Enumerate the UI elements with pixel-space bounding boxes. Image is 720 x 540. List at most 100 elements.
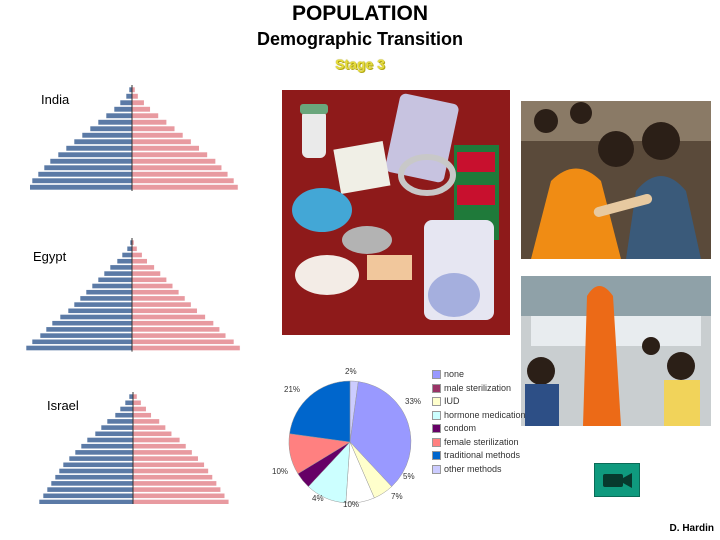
female-bar — [131, 276, 167, 283]
female-bar — [131, 171, 229, 178]
female-bar — [132, 492, 226, 499]
male-bar — [100, 424, 134, 431]
female-bar — [132, 499, 230, 504]
female-bar — [131, 326, 221, 333]
male-bar — [119, 406, 134, 412]
female-bar — [131, 93, 139, 100]
female-bar — [131, 289, 180, 296]
female-bar — [131, 158, 216, 165]
female-bar — [131, 258, 148, 265]
legend-item: condom — [432, 422, 526, 436]
male-bar — [80, 443, 134, 450]
israel-label: Israel — [47, 398, 79, 413]
page-subtitle: Demographic Transition — [256, 29, 464, 49]
video-camera-icon — [603, 473, 632, 488]
female-bar — [132, 424, 166, 431]
male-bar — [128, 393, 134, 400]
contraceptives-photo — [282, 90, 510, 335]
female-bar — [132, 468, 209, 474]
female-bar — [132, 437, 181, 443]
male-bar — [121, 252, 133, 258]
male-bar — [106, 418, 134, 425]
pie-slice — [289, 380, 351, 443]
female-bar — [131, 338, 235, 345]
pie-label: 10% — [272, 467, 289, 476]
female-bar — [132, 412, 152, 419]
male-bar — [94, 430, 134, 437]
male-bar — [74, 449, 134, 456]
female-bar — [131, 314, 206, 320]
pie-legend: none male sterilization IUD hormone medi… — [432, 368, 526, 476]
legend-item: traditional methods — [432, 449, 526, 463]
pie-slice — [349, 381, 412, 487]
male-bar — [103, 270, 133, 277]
female-bar — [132, 393, 138, 400]
male-bar — [25, 345, 133, 351]
male-bar — [124, 399, 134, 406]
male-bar — [51, 320, 133, 327]
legend-item: male sterilization — [432, 382, 526, 396]
female-bar — [132, 461, 205, 468]
female-bar — [131, 119, 167, 126]
female-bar — [131, 164, 223, 171]
female-bar — [131, 301, 192, 308]
female-bar — [131, 283, 174, 289]
male-bar — [79, 295, 133, 302]
female-bar — [131, 245, 138, 252]
female-bar — [131, 345, 241, 351]
legend-swatch — [432, 464, 441, 474]
video-play-button[interactable] — [594, 463, 640, 497]
israel-pyramid — [38, 392, 230, 504]
legend-swatch — [432, 383, 441, 393]
contraception-pie-chart — [288, 380, 412, 504]
male-bar — [89, 125, 133, 132]
male-bar — [105, 112, 133, 119]
male-bar — [43, 164, 133, 171]
female-bar — [132, 480, 217, 487]
female-bar — [131, 138, 192, 145]
female-bar — [132, 443, 187, 450]
female-bar — [131, 264, 155, 271]
female-bar — [131, 332, 227, 339]
male-bar — [116, 258, 133, 265]
male-bar — [45, 326, 133, 333]
male-bar — [58, 468, 134, 474]
male-bar — [97, 119, 133, 126]
pie-label: 10% — [343, 500, 360, 509]
male-bar — [57, 151, 133, 158]
author-credit: D. Hardin — [669, 523, 714, 534]
female-bar — [132, 399, 142, 406]
male-bar — [68, 455, 134, 462]
male-bar — [97, 276, 133, 283]
female-bar — [132, 406, 147, 412]
female-bar — [131, 320, 214, 327]
female-bar — [131, 252, 143, 258]
female-bar — [131, 125, 176, 132]
male-bar — [46, 486, 134, 493]
female-bar — [131, 184, 239, 191]
legend-item: IUD — [432, 395, 526, 409]
legend-item: other methods — [432, 463, 526, 477]
female-bar — [131, 151, 208, 158]
male-bar — [65, 145, 133, 152]
legend-swatch — [432, 451, 441, 461]
female-bar — [132, 455, 199, 462]
male-bar — [73, 138, 133, 145]
male-bar — [31, 338, 133, 345]
india-label: India — [41, 92, 70, 107]
female-bar — [132, 474, 213, 481]
male-bar — [73, 301, 133, 308]
male-bar — [86, 437, 134, 443]
legend-swatch — [432, 370, 441, 380]
male-bar — [113, 106, 133, 113]
pie-label: 2% — [345, 367, 357, 376]
legend-swatch — [432, 437, 441, 447]
pie-label: 7% — [391, 492, 403, 501]
male-bar — [49, 158, 133, 165]
female-bar — [131, 295, 186, 302]
legend-item: hormone medication — [432, 409, 526, 423]
male-bar — [62, 461, 134, 468]
pie-label: 4% — [312, 494, 324, 503]
female-bar — [132, 486, 222, 493]
male-bar — [30, 184, 133, 191]
